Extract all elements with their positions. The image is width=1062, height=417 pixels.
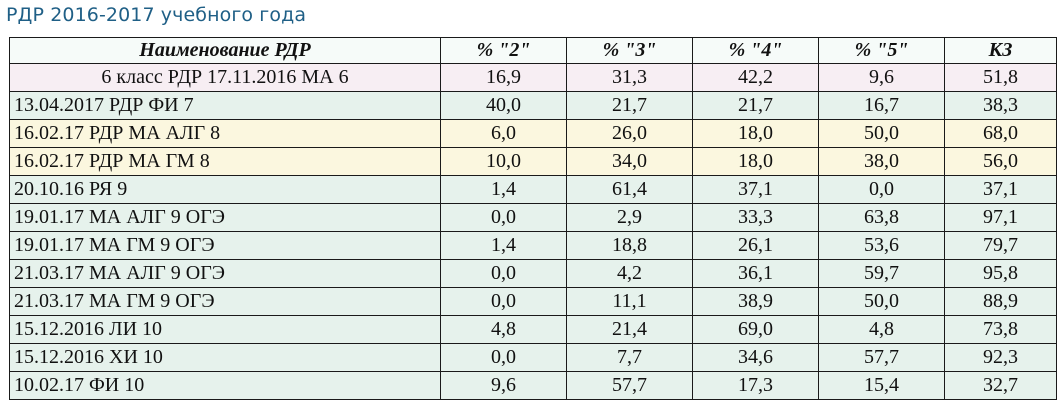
cell-percent-3: 21,4	[566, 315, 693, 344]
cell-name: 6 класс РДР 17.11.2016 МА 6	[9, 63, 441, 92]
table-row: 20.10.16 РЯ 9 1,4 61,4 37,1 0,0 37,1	[9, 175, 1057, 204]
cell-percent-5: 38,0	[818, 147, 945, 176]
cell-percent-3: 18,8	[566, 231, 693, 260]
cell-percent-4: 33,3	[692, 203, 819, 232]
cell-percent-4: 42,2	[692, 63, 819, 92]
cell-kz: 56,0	[944, 147, 1057, 176]
cell-percent-3: 4,2	[566, 259, 693, 288]
cell-name: 19.01.17 МА АЛГ 9 ОГЭ	[9, 203, 441, 232]
header-percent-5: % "5"	[818, 37, 945, 64]
cell-percent-3: 2,9	[566, 203, 693, 232]
table-row: 15.12.2016 ХИ 10 0,0 7,7 34,6 57,7 92,3	[9, 343, 1057, 372]
table-body: 6 класс РДР 17.11.2016 МА 6 16,9 31,3 42,2 9…	[9, 63, 1057, 400]
cell-kz: 51,8	[944, 63, 1057, 92]
results-table: Наименование РДР % "2" % "3" % "4" % "5"…	[9, 37, 1057, 400]
cell-percent-2: 0,0	[440, 203, 567, 232]
cell-percent-4: 26,1	[692, 231, 819, 260]
cell-kz: 95,8	[944, 259, 1057, 288]
cell-percent-5: 9,6	[818, 63, 945, 92]
header-name: Наименование РДР	[9, 37, 441, 64]
cell-percent-4: 17,3	[692, 371, 819, 400]
cell-name: 15.12.2016 ЛИ 10	[9, 315, 441, 344]
cell-percent-5: 59,7	[818, 259, 945, 288]
cell-percent-2: 4,8	[440, 315, 567, 344]
cell-percent-2: 9,6	[440, 371, 567, 400]
header-percent-4: % "4"	[692, 37, 819, 64]
cell-percent-5: 0,0	[818, 175, 945, 204]
cell-name: 21.03.17 МА ГМ 9 ОГЭ	[9, 287, 441, 316]
cell-percent-2: 40,0	[440, 91, 567, 120]
table-row: 6 класс РДР 17.11.2016 МА 6 16,9 31,3 42,2 9…	[9, 63, 1057, 92]
cell-percent-5: 50,0	[818, 119, 945, 148]
cell-percent-2: 6,0	[440, 119, 567, 148]
cell-percent-5: 4,8	[818, 315, 945, 344]
cell-percent-3: 31,3	[566, 63, 693, 92]
header-percent-2: % "2"	[440, 37, 567, 64]
cell-name: 19.01.17 МА ГМ 9 ОГЭ	[9, 231, 441, 260]
cell-percent-4: 18,0	[692, 147, 819, 176]
cell-percent-5: 50,0	[818, 287, 945, 316]
header-percent-3: % "3"	[566, 37, 693, 64]
cell-name: 16.02.17 РДР МА АЛГ 8	[9, 119, 441, 148]
cell-percent-3: 26,0	[566, 119, 693, 148]
cell-kz: 32,7	[944, 371, 1057, 400]
cell-percent-3: 34,0	[566, 147, 693, 176]
table-row: 19.01.17 МА ГМ 9 ОГЭ 1,4 18,8 26,1 53,6 79,7	[9, 231, 1057, 260]
cell-percent-4: 18,0	[692, 119, 819, 148]
cell-percent-2: 0,0	[440, 287, 567, 316]
cell-name: 16.02.17 РДР МА ГМ 8	[9, 147, 441, 176]
cell-percent-2: 0,0	[440, 343, 567, 372]
cell-kz: 79,7	[944, 231, 1057, 260]
cell-kz: 37,1	[944, 175, 1057, 204]
cell-name: 13.04.2017 РДР ФИ 7	[9, 91, 441, 120]
cell-kz: 73,8	[944, 315, 1057, 344]
cell-kz: 68,0	[944, 119, 1057, 148]
cell-percent-4: 34,6	[692, 343, 819, 372]
table-row: 21.03.17 МА ГМ 9 ОГЭ 0,0 11,1 38,9 50,0 88,9	[9, 287, 1057, 316]
cell-percent-4: 36,1	[692, 259, 819, 288]
table-row: 16.02.17 РДР МА АЛГ 8 6,0 26,0 18,0 50,0 68,0	[9, 119, 1057, 148]
cell-percent-4: 38,9	[692, 287, 819, 316]
cell-percent-5: 15,4	[818, 371, 945, 400]
cell-percent-2: 10,0	[440, 147, 567, 176]
cell-percent-3: 7,7	[566, 343, 693, 372]
cell-percent-5: 16,7	[818, 91, 945, 120]
cell-kz: 38,3	[944, 91, 1057, 120]
cell-kz: 88,9	[944, 287, 1057, 316]
table-row: 13.04.2017 РДР ФИ 7 40,0 21,7 21,7 16,7 38,3	[9, 91, 1057, 120]
cell-percent-4: 37,1	[692, 175, 819, 204]
cell-percent-4: 69,0	[692, 315, 819, 344]
table-row: 19.01.17 МА АЛГ 9 ОГЭ 0,0 2,9 33,3 63,8 97,1	[9, 203, 1057, 232]
cell-percent-2: 0,0	[440, 259, 567, 288]
cell-name: 20.10.16 РЯ 9	[9, 175, 441, 204]
table-row: 21.03.17 МА АЛГ 9 ОГЭ 0,0 4,2 36,1 59,7 95,8	[9, 259, 1057, 288]
header-kz: КЗ	[944, 37, 1057, 64]
table-row: 16.02.17 РДР МА ГМ 8 10,0 34,0 18,0 38,0 56,0	[9, 147, 1057, 176]
cell-kz: 92,3	[944, 343, 1057, 372]
cell-name: 21.03.17 МА АЛГ 9 ОГЭ	[9, 259, 441, 288]
cell-percent-3: 61,4	[566, 175, 693, 204]
cell-kz: 97,1	[944, 203, 1057, 232]
cell-name: 15.12.2016 ХИ 10	[9, 343, 441, 372]
cell-percent-5: 53,6	[818, 231, 945, 260]
cell-percent-2: 1,4	[440, 231, 567, 260]
cell-name: 10.02.17 ФИ 10	[9, 371, 441, 400]
cell-percent-2: 1,4	[440, 175, 567, 204]
table-row: 15.12.2016 ЛИ 10 4,8 21,4 69,0 4,8 73,8	[9, 315, 1057, 344]
cell-percent-4: 21,7	[692, 91, 819, 120]
cell-percent-3: 57,7	[566, 371, 693, 400]
cell-percent-3: 21,7	[566, 91, 693, 120]
table-header-row: Наименование РДР % "2" % "3" % "4" % "5"…	[9, 37, 1057, 64]
cell-percent-5: 63,8	[818, 203, 945, 232]
cell-percent-2: 16,9	[440, 63, 567, 92]
cell-percent-3: 11,1	[566, 287, 693, 316]
cell-percent-5: 57,7	[818, 343, 945, 372]
page-title: РДР 2016-2017 учебного года	[6, 4, 307, 26]
table-row: 10.02.17 ФИ 10 9,6 57,7 17,3 15,4 32,7	[9, 371, 1057, 400]
